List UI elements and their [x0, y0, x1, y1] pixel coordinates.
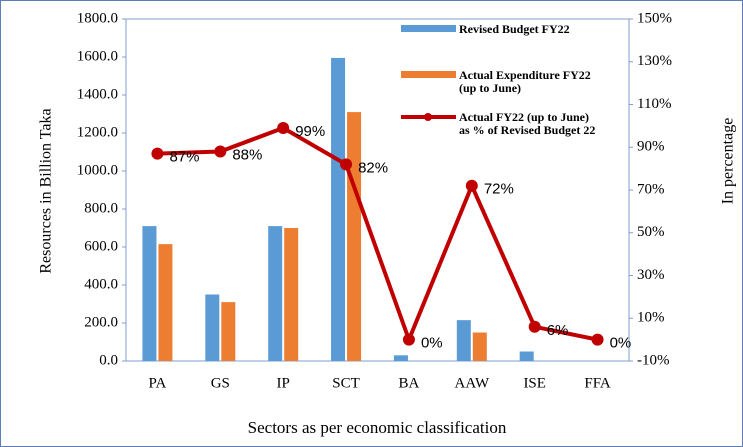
- bar: [393, 355, 408, 361]
- bar: [221, 302, 236, 361]
- data-label: 88%: [232, 146, 262, 163]
- x-tick-label: FFA: [584, 375, 611, 391]
- data-label: 0%: [421, 335, 443, 352]
- x-tick-label: ISE: [523, 375, 546, 391]
- y2-axis-title: In percentage: [720, 118, 737, 205]
- y-axis-title: Resources in Billion Taka: [38, 108, 55, 273]
- bar: [142, 226, 157, 361]
- x-tick-label: GS: [211, 375, 230, 391]
- y2-tick-label: 10%: [637, 310, 665, 326]
- line-marker: [402, 333, 415, 346]
- y-tick-label: 1600.0: [77, 48, 118, 64]
- data-label: 0%: [610, 335, 632, 352]
- line: [157, 125, 598, 346]
- legend-marker: [424, 113, 432, 121]
- y2-tick-label: 30%: [637, 267, 665, 283]
- y2-tick-label: 130%: [637, 53, 672, 69]
- legend-label: Actual Expenditure FY22 (up to June): [459, 68, 591, 95]
- x-tick-label: SCT: [332, 375, 360, 391]
- line-marker: [340, 158, 353, 171]
- line-marker: [591, 333, 604, 346]
- y2-tick-label: 70%: [637, 181, 665, 197]
- x-axis-title: Sectors as per economic classification: [248, 418, 507, 437]
- line-marker: [277, 122, 290, 135]
- x-tick-label: IP: [277, 375, 290, 391]
- line-marker: [465, 179, 478, 192]
- x-tick-label: BA: [399, 375, 420, 391]
- y-tick-label: 1400.0: [77, 86, 118, 102]
- line-marker: [151, 147, 164, 160]
- legend-swatch: [401, 25, 456, 32]
- data-label: 82%: [358, 159, 388, 176]
- y-tick-label: 1000.0: [77, 162, 118, 178]
- bar: [456, 320, 471, 361]
- y-tick-label: 600.0: [84, 238, 118, 254]
- y2-tick-label: 150%: [637, 10, 672, 26]
- y2-tick-label: -10%: [637, 352, 670, 368]
- data-label: 99%: [295, 123, 325, 140]
- legend-swatch: [401, 71, 456, 78]
- legend-label: Revised Budget FY22: [459, 22, 570, 36]
- y-tick-label: 1800.0: [77, 10, 118, 26]
- y-tick-label: 800.0: [84, 200, 118, 216]
- y-tick-label: 1200.0: [77, 124, 118, 140]
- legend-label: Actual FY22 (up to June) as % of Revised…: [459, 110, 596, 137]
- y-tick-label: 200.0: [84, 314, 118, 330]
- y2-tick-label: 110%: [637, 96, 671, 112]
- bar: [205, 294, 220, 361]
- x-tick-label: PA: [149, 375, 167, 391]
- bar: [472, 332, 487, 361]
- bar: [347, 112, 362, 361]
- bar: [519, 351, 534, 361]
- data-label: 87%: [169, 149, 199, 166]
- bar: [331, 57, 346, 361]
- y-tick-label: 0.0: [99, 352, 118, 368]
- bar: [268, 226, 283, 361]
- data-label: 6%: [547, 322, 569, 339]
- x-tick-label: AAW: [455, 375, 490, 391]
- line-marker: [528, 320, 541, 333]
- bar: [284, 228, 299, 361]
- y2-tick-label: 50%: [637, 224, 665, 240]
- bar: [158, 244, 173, 361]
- line-marker: [214, 145, 227, 158]
- data-label: 72%: [484, 181, 514, 198]
- y2-tick-label: 90%: [637, 139, 665, 155]
- y-tick-label: 400.0: [84, 276, 118, 292]
